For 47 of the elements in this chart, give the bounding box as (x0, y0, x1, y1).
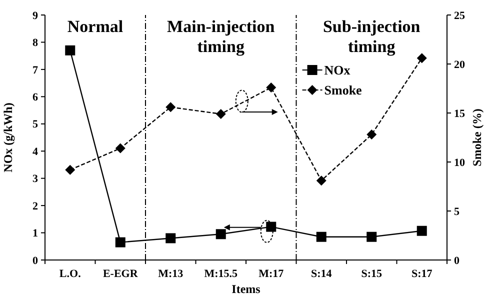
y-tick-label: 0 (32, 254, 38, 267)
point (115, 143, 126, 154)
y-tick-label: 5 (32, 118, 38, 131)
x-tick-label: M:17 (258, 268, 284, 280)
x-tick-label: E-EGR (102, 268, 139, 280)
point (115, 237, 126, 248)
y2-axis-title: Smoke (%) (470, 108, 484, 166)
point (166, 102, 176, 112)
y2-tick-label: 0 (454, 254, 460, 267)
y2-tick-label: 5 (454, 206, 460, 218)
y-tick-label: 7 (32, 64, 38, 76)
y-tick-label: 4 (32, 146, 38, 158)
x-tick-label: S:17 (411, 268, 433, 280)
x-tick-label: M:15.5 (204, 268, 238, 280)
y2-tick-label: 20 (454, 58, 466, 71)
y2-tick-label: 25 (454, 10, 466, 22)
point (65, 164, 76, 175)
annotation: Normal (67, 17, 124, 36)
point (416, 53, 427, 64)
y-axis-title: NOx (g/kWh) (1, 102, 15, 172)
y-tick-label: 3 (32, 173, 38, 186)
x-axis-title: Items (232, 282, 261, 296)
point (366, 130, 377, 140)
x-tick-label: M:13 (158, 268, 184, 280)
point (366, 232, 377, 242)
point (216, 229, 226, 240)
x-tick-label: L.O. (59, 268, 82, 280)
y-tick-label: 9 (32, 10, 38, 22)
annotation: Main-injection timing (167, 17, 276, 56)
y2-tick-label: 10 (454, 156, 466, 169)
point (65, 45, 76, 56)
x-tick-label: S:14 (310, 268, 332, 280)
point (166, 233, 176, 244)
point (416, 226, 427, 236)
point (216, 108, 226, 119)
y2-tick-label: 15 (454, 108, 466, 120)
y-tick-label: 6 (32, 92, 38, 104)
y-tick-label: 1 (32, 228, 38, 240)
x-tick-label: S:15 (361, 268, 383, 280)
point (266, 82, 276, 93)
legend-label: NOx (324, 62, 351, 78)
point (316, 176, 326, 186)
point (316, 232, 326, 242)
annotation: Sub-injection timing (322, 17, 421, 56)
y-tick-label: 2 (32, 200, 38, 212)
y-tick-label: 8 (32, 37, 38, 50)
legend-label: Smoke (324, 82, 362, 98)
